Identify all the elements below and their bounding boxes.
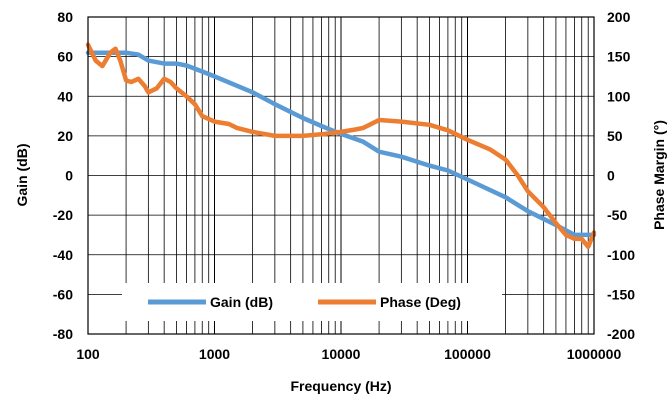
grid <box>87 16 594 335</box>
x-tick-label: 1000000 <box>567 346 622 362</box>
y-tick-label: -20 <box>53 207 73 223</box>
y-tick-label: -40 <box>53 247 73 263</box>
tick-labels: 100 1000 10000 100000 1000000806040200-20-40… <box>53 9 635 362</box>
phase-series-line <box>85 42 597 250</box>
y-tick-label: 0 <box>65 168 73 184</box>
plot-area-border <box>87 16 595 335</box>
x-tick-label: 10000 <box>322 346 361 362</box>
x-tick-label: 100000 <box>444 346 491 362</box>
x-tick-label: 100 <box>76 346 100 362</box>
y-tick-label: 40 <box>57 88 73 104</box>
y-tick-label: 20 <box>57 128 73 144</box>
y-tick-label: -80 <box>53 326 73 342</box>
y-axis-title: Gain (dB) <box>14 144 30 207</box>
y2-tick-label: 0 <box>607 168 615 184</box>
x-axis-title: Frequency (Hz) <box>290 378 391 394</box>
y2-tick-label: -200 <box>607 326 635 342</box>
y-tick-label: -60 <box>53 286 73 302</box>
y2-tick-label: -50 <box>607 207 627 223</box>
x-tick-label: 1000 <box>199 346 230 362</box>
y2-tick-label: -150 <box>607 286 635 302</box>
y2-tick-label: 100 <box>607 88 631 104</box>
legend-label-gain: Gain (dB) <box>210 294 273 310</box>
legend: Gain (dB) Phase (Deg) <box>122 283 502 321</box>
y2-tick-label: 150 <box>607 49 631 65</box>
y-tick-label: 80 <box>57 9 73 25</box>
gain-series-line <box>85 50 597 238</box>
y2-tick-label: -100 <box>607 247 635 263</box>
legend-label-phase: Phase (Deg) <box>380 294 461 310</box>
y2-tick-label: 50 <box>607 128 623 144</box>
y2-axis-title: Phase Margin (°) <box>651 120 667 230</box>
y-tick-label: 60 <box>57 49 73 65</box>
y2-tick-label: 200 <box>607 9 631 25</box>
series-lines <box>85 42 597 250</box>
